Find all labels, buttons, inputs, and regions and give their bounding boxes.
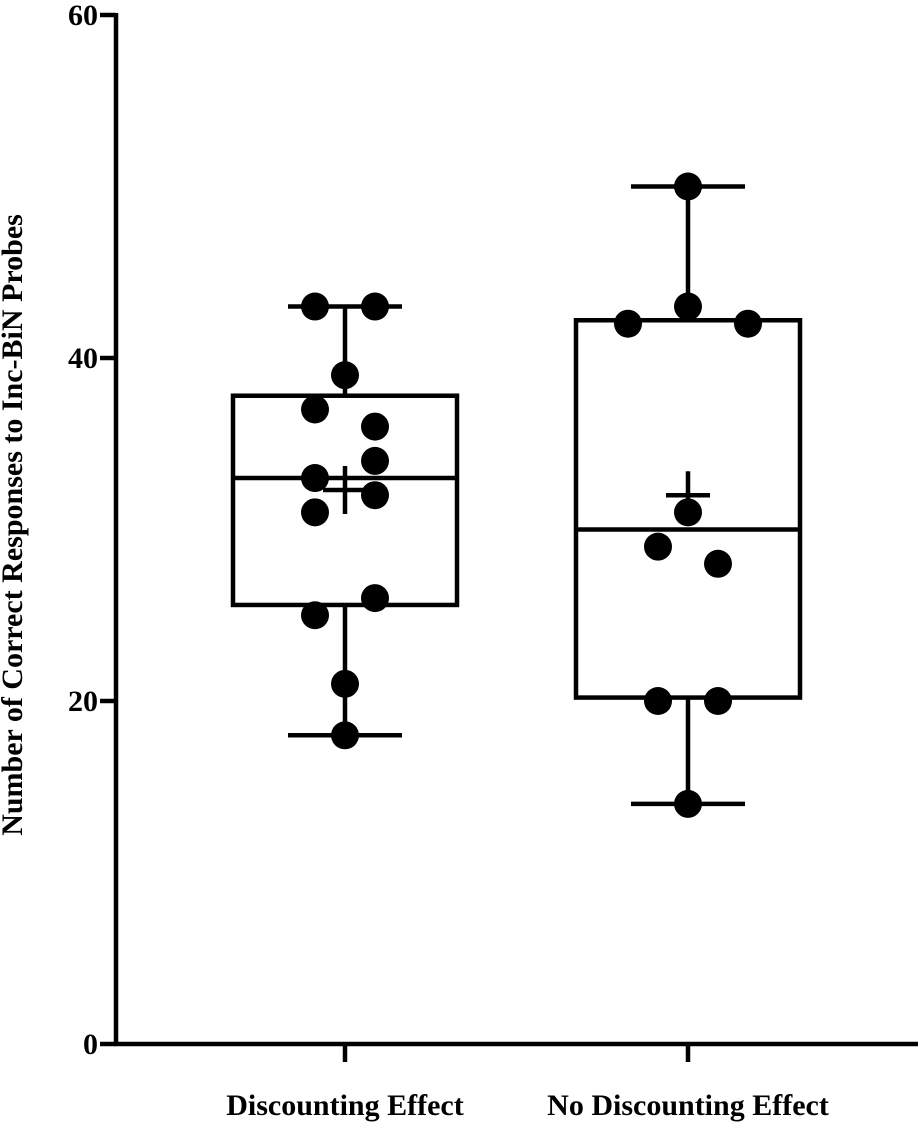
data-point-0-4 [361, 412, 389, 441]
plot-area [230, 172, 803, 818]
data-point-0-7 [361, 481, 389, 510]
y-axis-label: Number of Correct Responses to Inc-BiN P… [0, 214, 29, 836]
y-tick-label-60: 60 [68, 0, 98, 32]
data-point-0-8 [301, 498, 329, 527]
data-point-0-2 [331, 361, 359, 390]
data-point-1-8 [704, 687, 732, 715]
y-tick-label-0: 0 [83, 1028, 98, 1061]
data-point-0-0 [301, 292, 329, 321]
data-point-0-10 [301, 601, 329, 630]
box-0 [230, 393, 460, 608]
box-group-1 [573, 172, 803, 818]
data-point-0-6 [301, 464, 329, 493]
data-point-1-3 [734, 309, 762, 338]
data-point-0-12 [331, 721, 359, 750]
data-point-0-11 [331, 669, 359, 698]
data-point-0-3 [301, 395, 329, 424]
data-point-1-0 [674, 172, 702, 201]
data-point-1-4 [674, 498, 702, 527]
data-point-1-9 [674, 789, 702, 818]
data-point-0-1 [361, 292, 389, 321]
data-point-0-9 [361, 584, 389, 613]
box-group-0 [230, 292, 460, 750]
x-tick-label-0: Discounting Effect [226, 1089, 463, 1122]
axes: 0 20 40 60 Discounting Effect No Discounting … [68, 0, 918, 1122]
x-tick-label-1: No Discounting Effect [547, 1089, 829, 1122]
data-point-1-1 [674, 292, 702, 321]
data-point-0-5 [361, 446, 389, 475]
data-point-1-2 [614, 309, 642, 338]
y-tick-label-40: 40 [68, 342, 98, 375]
data-point-1-7 [644, 687, 672, 715]
data-point-1-6 [704, 549, 732, 578]
y-tick-label-20: 20 [68, 685, 98, 718]
data-point-1-5 [644, 532, 672, 561]
